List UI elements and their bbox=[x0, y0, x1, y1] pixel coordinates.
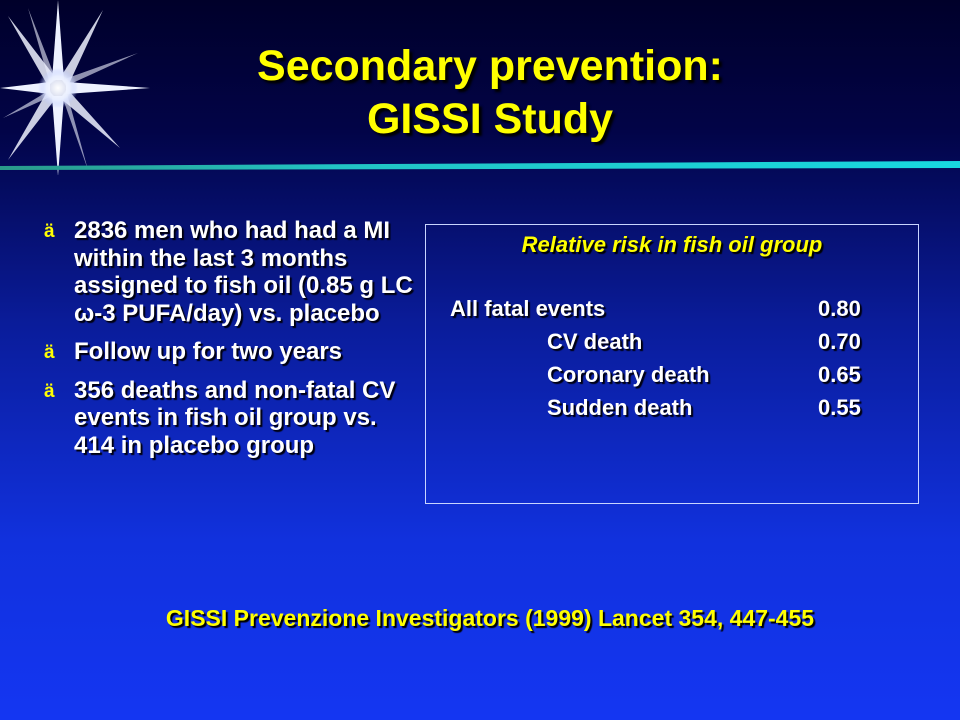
page-title: Secondary prevention: GISSI Study bbox=[200, 40, 780, 146]
relative-risk-box bbox=[425, 224, 919, 504]
bullet-marker-icon: ä bbox=[44, 380, 55, 402]
title-line-1: Secondary prevention: bbox=[257, 42, 723, 90]
bullet-marker-icon: ä bbox=[44, 342, 55, 363]
citation: GISSI Prevenzione Investigators (1999) L… bbox=[165, 605, 815, 631]
starburst-icon bbox=[0, 0, 150, 175]
bullet-item: ä Follow up for two years bbox=[44, 338, 414, 366]
rr-label-sudden-death: Sudden death bbox=[547, 395, 693, 420]
title-line-2: GISSI Study bbox=[366, 95, 614, 143]
rr-label-coronary-death: Coronary death bbox=[547, 362, 710, 387]
bullet-text: 2836 men who had had a MI within the las… bbox=[74, 217, 413, 327]
rr-value-coronary-death: 0.65 bbox=[818, 362, 861, 387]
bullet-marker-icon: ä bbox=[44, 221, 55, 242]
title-divider bbox=[0, 161, 960, 170]
rr-label-cv-death: CV death bbox=[547, 329, 643, 354]
bullet-item: ä 2836 men who had had a MI within the l… bbox=[44, 217, 414, 327]
bullet-list: ä 2836 men who had had a MI within the l… bbox=[44, 217, 414, 470]
bullet-text: 356 deaths and non-fatal CV events in fi… bbox=[74, 376, 396, 459]
rr-value-all-fatal: 0.80 bbox=[818, 296, 861, 321]
bullet-item: ä 356 deaths and non-fatal CV events in … bbox=[44, 377, 414, 460]
rr-value-cv-death: 0.70 bbox=[818, 329, 861, 354]
rr-label-all-fatal: All fatal events bbox=[450, 296, 606, 321]
bullet-text: Follow up for two years bbox=[74, 338, 343, 365]
relative-risk-heading: Relative risk in fish oil group bbox=[521, 232, 823, 257]
rr-value-sudden-death: 0.55 bbox=[818, 395, 861, 420]
